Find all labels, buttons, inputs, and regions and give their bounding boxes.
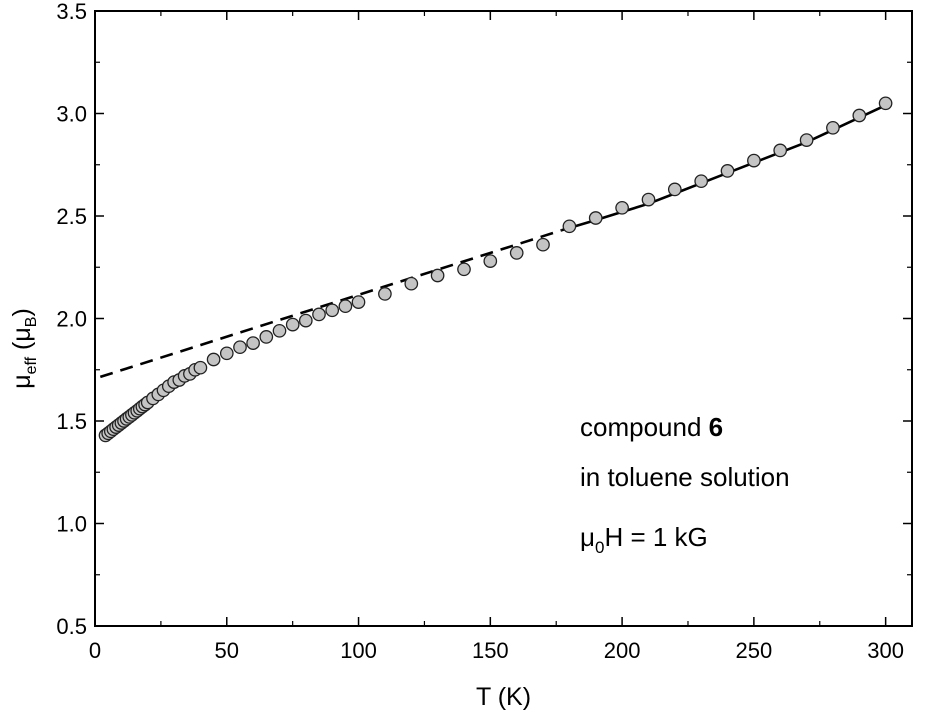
- y-axis-title-sub2: B: [23, 317, 40, 328]
- annotation-solvent: in toluene solution: [580, 462, 790, 492]
- data-point: [615, 200, 629, 215]
- data-point: [747, 153, 761, 168]
- points-layer: [98, 96, 893, 443]
- y-axis-title: μeff (μB): [8, 308, 40, 389]
- data-point: [562, 219, 577, 234]
- data-point: [826, 120, 840, 135]
- y-tick-label: 3.5: [56, 0, 87, 24]
- x-axis-title: T (K): [476, 683, 531, 711]
- data-point: [312, 307, 326, 322]
- y-tick-label: 2.0: [56, 307, 87, 332]
- annotation-field-rest: H = 1 kG: [604, 522, 707, 552]
- ticks-layer: 0 50 100 150 200 250 300 0.5 1.0 1.5 2.0 2.5 3.0 3.5: [56, 0, 912, 663]
- x-tick-label: 50: [215, 638, 239, 663]
- annotation-compound-text: compound: [580, 412, 709, 442]
- y-axis-title-sub1: eff: [23, 356, 40, 374]
- data-point: [536, 237, 550, 252]
- y-tick-label: 1.5: [56, 409, 87, 434]
- annotation-field-sub: 0: [595, 538, 604, 557]
- data-point: [259, 330, 274, 344]
- data-point: [667, 182, 682, 197]
- data-point: [483, 254, 498, 268]
- data-point: [325, 303, 340, 318]
- data-point: [799, 133, 814, 147]
- data-point: [246, 336, 260, 350]
- annotation-field-mu: μ: [580, 522, 595, 552]
- data-point: [430, 268, 445, 283]
- data-point: [773, 143, 788, 158]
- annotation-field: μ0H = 1 kG: [580, 522, 708, 557]
- y-axis-title-main: μ: [8, 374, 36, 388]
- data-point: [338, 299, 353, 314]
- data-point: [404, 276, 419, 291]
- x-tick-label: 250: [736, 638, 773, 663]
- data-point: [233, 340, 247, 355]
- y-tick-label: 1.0: [56, 512, 87, 537]
- curves-layer: [99, 104, 887, 379]
- x-tick-label: 100: [340, 638, 377, 663]
- data-point: [206, 352, 221, 367]
- y-axis-title-paren-close: ): [8, 308, 36, 316]
- y-tick-label: 2.5: [56, 204, 87, 229]
- data-point: [193, 360, 208, 375]
- data-point: [694, 174, 709, 189]
- x-tick-label: 200: [604, 638, 641, 663]
- plot-frame: [94, 10, 913, 627]
- data-point: [285, 317, 300, 332]
- data-point: [219, 346, 234, 361]
- data-point: [298, 313, 313, 328]
- annotation-compound: compound 6: [580, 412, 723, 442]
- data-point: [878, 96, 893, 111]
- x-tick-label: 0: [89, 638, 101, 663]
- data-point: [588, 211, 603, 225]
- data-point: [852, 108, 867, 123]
- x-tick-label: 300: [867, 638, 904, 663]
- data-point: [720, 164, 735, 178]
- data-point: [509, 246, 524, 260]
- data-point: [641, 192, 656, 207]
- data-point: [351, 295, 366, 309]
- annotation-compound-number: 6: [709, 412, 723, 442]
- y-tick-label: 3.0: [56, 102, 87, 127]
- y-tick-label: 0.5: [56, 614, 87, 639]
- y-axis-title-paren-open: (μ: [8, 327, 36, 357]
- x-tick-label: 150: [472, 638, 509, 663]
- data-point: [457, 262, 471, 277]
- data-point: [272, 323, 287, 338]
- data-point: [378, 287, 392, 301]
